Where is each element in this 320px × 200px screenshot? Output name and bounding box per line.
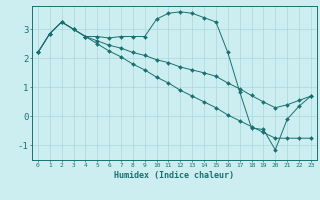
X-axis label: Humidex (Indice chaleur): Humidex (Indice chaleur) <box>115 171 234 180</box>
